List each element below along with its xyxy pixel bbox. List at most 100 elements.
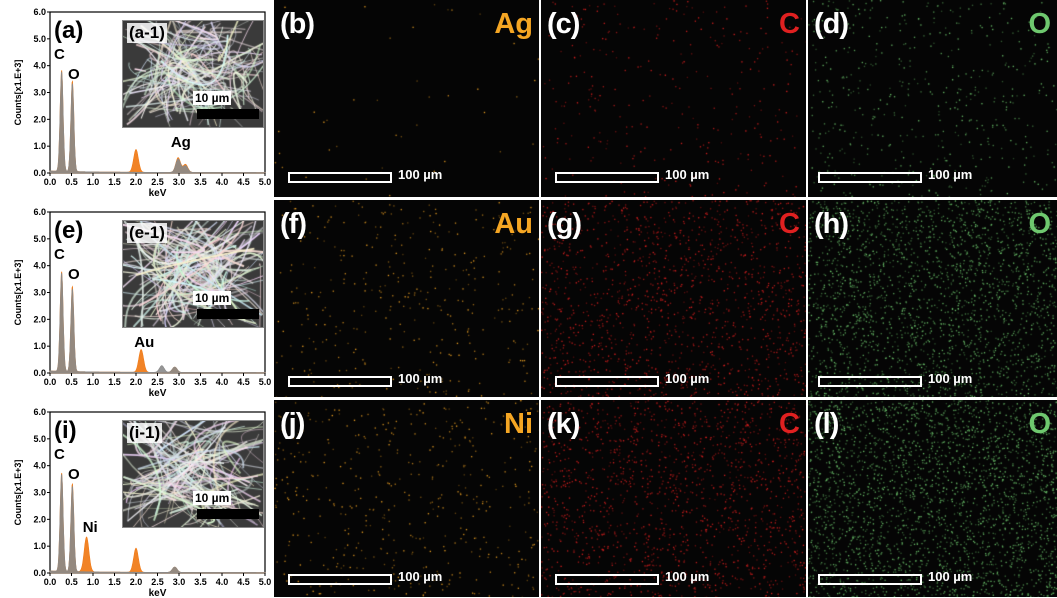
inset-label: (e-1) (127, 223, 167, 243)
scale-bar-label: 100 µm (398, 371, 443, 386)
x-tick-label: 3.5 (194, 377, 207, 387)
x-tick-label: 1.0 (87, 177, 100, 187)
x-tick-label: 0.0 (44, 377, 57, 387)
inset-scale-bar (197, 109, 259, 119)
y-tick-label: 6.0 (33, 7, 46, 17)
x-tick-label: 1.0 (87, 577, 100, 587)
figure-row: 6.0 5.0 4.0 3.0 2.0 1.0 0.0 0.0 0.5 1.0 1.5 2.0 2.5 3… (0, 0, 1057, 198)
element-label: C (779, 408, 800, 440)
element-dot-distribution (541, 0, 806, 197)
eds-element-map: (d) O 100 µm (808, 0, 1057, 197)
x-tick-label: 5.0 (259, 177, 272, 187)
x-tick-label: 0.5 (65, 577, 78, 587)
x-tick-label: 4.0 (216, 577, 229, 587)
sem-inset-image: (i-1) 10 µm (122, 420, 264, 528)
scale-bar (818, 376, 922, 387)
x-tick-label: 0.5 (65, 377, 78, 387)
x-tick-label: 3.0 (173, 577, 186, 587)
x-tick-label: 2.5 (151, 177, 164, 187)
sem-inset-image: (e-1) 10 µm (122, 220, 264, 328)
panel-label: (d) (814, 8, 849, 40)
x-tick-label: 4.5 (237, 177, 250, 187)
scale-bar (288, 172, 392, 183)
y-tick-label: 2.0 (33, 314, 46, 324)
peak-label: C (54, 46, 65, 63)
peak-label: C (54, 446, 65, 463)
x-tick-label: 4.0 (216, 377, 229, 387)
element-label: O (1028, 208, 1051, 240)
element-label: C (779, 8, 800, 40)
eds-spectrum-panel: 6.0 5.0 4.0 3.0 2.0 1.0 0.0 0.0 0.5 1.0 1.5 2.0 2.5 3… (0, 200, 272, 398)
inset-label: (i-1) (127, 423, 163, 443)
scale-bar-label: 100 µm (665, 371, 710, 386)
x-tick-label: 1.5 (108, 177, 121, 187)
eds-element-map: (f) Au 100 µm (274, 200, 539, 397)
y-tick-label: 1.0 (33, 341, 46, 351)
y-tick-label: 4.0 (33, 261, 46, 271)
element-dot-distribution (808, 200, 1057, 397)
inset-scale-label: 10 µm (193, 91, 232, 105)
eds-element-map: (c) C 100 µm (541, 0, 806, 197)
x-tick-label: 3.5 (194, 577, 207, 587)
element-dot-distribution (808, 0, 1057, 197)
panel-label: (j) (280, 408, 305, 440)
panel-label: (e) (54, 217, 83, 244)
y-axis-label: Counts[x1.E+3] (13, 60, 23, 126)
x-axis-label: keV (149, 388, 167, 398)
eds-element-map: (b) Ag 100 µm (274, 0, 539, 197)
scale-bar-label: 100 µm (665, 167, 710, 182)
scale-bar-label: 100 µm (928, 371, 973, 386)
element-dot-distribution (808, 400, 1057, 597)
y-tick-label: 1.0 (33, 541, 46, 551)
eds-element-map: (k) C 100 µm (541, 400, 806, 597)
panel-label: (g) (547, 208, 582, 240)
element-label: C (779, 208, 800, 240)
scale-bar (555, 172, 659, 183)
panel-label: (f) (280, 208, 307, 240)
element-label: O (1028, 408, 1051, 440)
inset-scale-bar (197, 309, 259, 319)
eds-spectrum-panel: 6.0 5.0 4.0 3.0 2.0 1.0 0.0 0.0 0.5 1.0 1.5 2.0 2.5 3… (0, 400, 272, 598)
x-axis-label: keV (149, 588, 167, 598)
eds-element-map: (j) Ni 100 µm (274, 400, 539, 597)
y-axis-label: Counts[x1.E+3] (13, 260, 23, 326)
inset-scale-label: 10 µm (193, 291, 232, 305)
scale-bar (288, 376, 392, 387)
y-tick-label: 5.0 (33, 34, 46, 44)
x-tick-label: 4.0 (216, 177, 229, 187)
y-tick-label: 6.0 (33, 207, 46, 217)
x-tick-label: 4.5 (237, 577, 250, 587)
x-tick-label: 2.0 (130, 177, 143, 187)
element-dot-distribution (541, 200, 806, 397)
y-tick-label: 1.0 (33, 141, 46, 151)
spectrum-series (49, 71, 266, 174)
element-label: Ni (504, 408, 533, 440)
eds-element-map: (l) O 100 µm (808, 400, 1057, 597)
x-tick-label: 3.5 (194, 177, 207, 187)
x-tick-label: 2.0 (130, 377, 143, 387)
element-label: Au (494, 208, 533, 240)
scale-bar (555, 574, 659, 585)
element-dot-distribution (274, 200, 539, 397)
x-tick-label: 1.0 (87, 377, 100, 387)
scale-bar (288, 574, 392, 585)
panel-label: (h) (814, 208, 849, 240)
element-dot-distribution (274, 400, 539, 597)
scale-bar-label: 100 µm (928, 167, 973, 182)
scale-bar-label: 100 µm (928, 569, 973, 584)
eds-element-map: (h) O 100 µm (808, 200, 1057, 397)
element-dot-distribution (274, 0, 539, 197)
x-tick-label: 2.5 (151, 377, 164, 387)
x-tick-label: 4.5 (237, 377, 250, 387)
x-tick-label: 2.0 (130, 577, 143, 587)
spectrum-series (49, 272, 266, 374)
panel-label: (b) (280, 8, 315, 40)
figure-row: 6.0 5.0 4.0 3.0 2.0 1.0 0.0 0.0 0.5 1.0 1.5 2.0 2.5 3… (0, 200, 1057, 398)
inset-label: (a-1) (127, 23, 167, 43)
panel-label: (c) (547, 8, 580, 40)
element-label: Ag (494, 8, 533, 40)
element-dot-distribution (541, 400, 806, 597)
y-tick-label: 5.0 (33, 234, 46, 244)
x-tick-label: 2.5 (151, 577, 164, 587)
peak-label: Ag (171, 134, 191, 151)
